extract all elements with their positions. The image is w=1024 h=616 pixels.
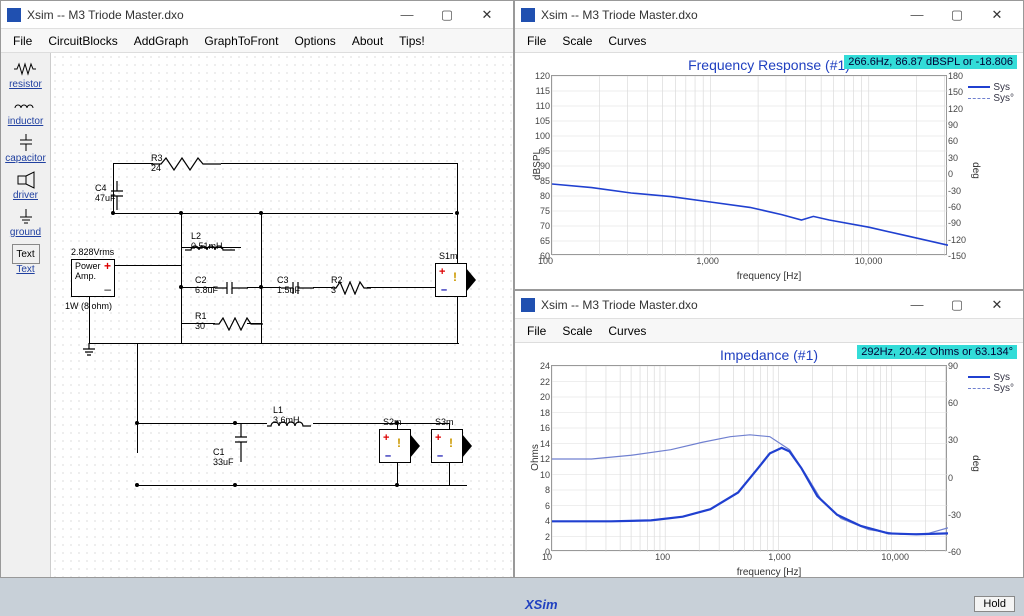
freq-window: Xsim -- M3 Triode Master.dxo — ▢ ✕ File … [514, 0, 1024, 290]
component-r3[interactable]: R324 [151, 153, 163, 173]
freq-readout: 266.6Hz, 86.87 dBSPL or -18.806 [844, 55, 1017, 69]
main-menubar: File CircuitBlocks AddGraph GraphToFront… [1, 29, 513, 53]
component-l1[interactable]: L13.6mH [273, 405, 300, 425]
speaker-s1-label: S1m [439, 251, 458, 261]
tool-ground[interactable]: ground [4, 205, 48, 240]
component-c1[interactable]: C133uF [213, 447, 234, 467]
component-c3[interactable]: C31.5uF [277, 275, 300, 295]
maximize-button[interactable]: ▢ [937, 3, 977, 27]
menu-curves[interactable]: Curves [600, 322, 654, 340]
freq-legend: Sys Sys° [968, 82, 1014, 104]
menu-addgraph[interactable]: AddGraph [126, 32, 197, 50]
minimize-button[interactable]: — [897, 293, 937, 317]
menu-tips[interactable]: Tips! [391, 32, 433, 50]
schematic-canvas[interactable]: 2.828Vrms + Power Amp. – 1W (8 ohm) R324… [51, 53, 513, 577]
tool-text[interactable]: Text Text [4, 242, 48, 277]
freq-plot[interactable]: dBSPL deg 120115110105100959085807570656… [551, 75, 947, 255]
imp-legend: Sys Sys° [968, 372, 1014, 394]
imp-window: Xsim -- M3 Triode Master.dxo — ▢ ✕ File … [514, 290, 1024, 578]
menu-about[interactable]: About [344, 32, 391, 50]
menu-options[interactable]: Options [286, 32, 343, 50]
main-titlebar[interactable]: Xsim -- M3 Triode Master.dxo — ▢ ✕ [1, 1, 513, 29]
menu-file[interactable]: File [519, 322, 554, 340]
component-r2[interactable]: R23 [331, 275, 343, 295]
menu-circuitblocks[interactable]: CircuitBlocks [40, 32, 125, 50]
tool-driver[interactable]: driver [4, 168, 48, 203]
app-icon [7, 8, 21, 22]
imp-readout: 292Hz, 20.42 Ohms or 63.134° [857, 345, 1017, 359]
minimize-button[interactable]: — [897, 3, 937, 27]
tool-resistor[interactable]: resistor [4, 57, 48, 92]
close-button[interactable]: ✕ [977, 3, 1017, 27]
speaker-s1[interactable]: +!– [435, 263, 467, 297]
freq-titlebar[interactable]: Xsim -- M3 Triode Master.dxo — ▢ ✕ [515, 1, 1023, 29]
component-r1[interactable]: R130 [195, 311, 207, 331]
imp-xlabel: frequency [Hz] [521, 567, 1017, 578]
hold-button[interactable]: Hold [974, 596, 1015, 612]
component-c2[interactable]: C26.8uF [195, 275, 218, 295]
imp-title: Xsim -- M3 Triode Master.dxo [541, 298, 897, 312]
main-title: Xsim -- M3 Triode Master.dxo [27, 8, 387, 22]
freq-xlabel: frequency [Hz] [521, 271, 1017, 282]
freq-title: Xsim -- M3 Triode Master.dxo [541, 8, 897, 22]
menu-file[interactable]: File [5, 32, 40, 50]
component-c4[interactable]: C447uF [95, 183, 116, 203]
power-amp[interactable]: + Power Amp. – [71, 259, 115, 297]
maximize-button[interactable]: ▢ [937, 293, 977, 317]
maximize-button[interactable]: ▢ [427, 3, 467, 27]
brand-label: XSim [525, 597, 558, 612]
speaker-s2[interactable]: +!– [379, 429, 411, 463]
app-icon [521, 8, 535, 22]
imp-titlebar[interactable]: Xsim -- M3 Triode Master.dxo — ▢ ✕ [515, 291, 1023, 319]
menu-curves[interactable]: Curves [600, 32, 654, 50]
menu-scale[interactable]: Scale [554, 32, 600, 50]
menu-scale[interactable]: Scale [554, 322, 600, 340]
speaker-s3[interactable]: +!– [431, 429, 463, 463]
imp-plot[interactable]: Ohms deg 242220181614121086420 9060300-3… [551, 365, 947, 551]
minimize-button[interactable]: — [387, 3, 427, 27]
freq-menubar: File Scale Curves [515, 29, 1023, 53]
close-button[interactable]: ✕ [977, 293, 1017, 317]
tool-inductor[interactable]: inductor [4, 94, 48, 129]
close-button[interactable]: ✕ [467, 3, 507, 27]
toolbox: resistor inductor capacitor driver groun… [1, 53, 51, 577]
component-l2[interactable]: L20.51mH [191, 231, 223, 251]
ground-node [81, 343, 97, 361]
amp-voltage: 2.828Vrms [71, 247, 114, 257]
imp-menubar: File Scale Curves [515, 319, 1023, 343]
app-icon [521, 298, 535, 312]
menu-graphtofront[interactable]: GraphToFront [196, 32, 286, 50]
menu-file[interactable]: File [519, 32, 554, 50]
speaker-s3-label: S3m [435, 417, 454, 427]
main-window: Xsim -- M3 Triode Master.dxo — ▢ ✕ File … [0, 0, 514, 578]
tool-capacitor[interactable]: capacitor [4, 131, 48, 166]
